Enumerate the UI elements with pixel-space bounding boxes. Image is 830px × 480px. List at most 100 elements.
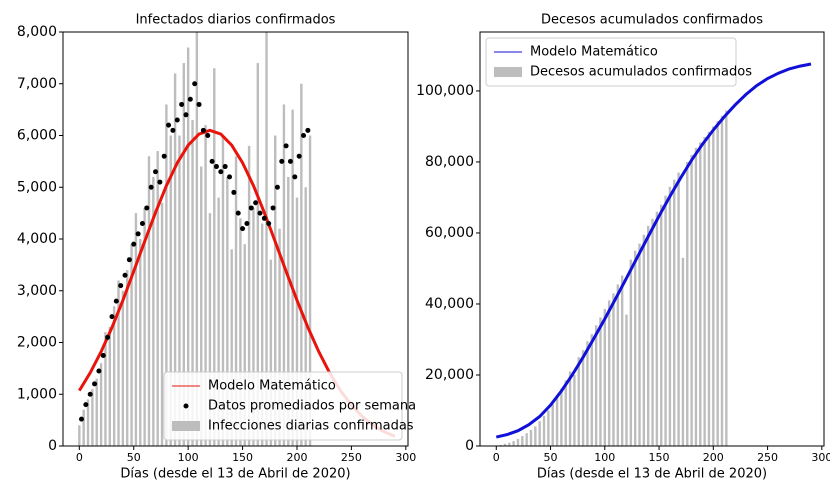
x-tick-label: 300 <box>395 451 416 464</box>
bar <box>300 83 303 446</box>
x-tick-label: 250 <box>757 451 778 464</box>
data-point <box>283 143 289 149</box>
bar <box>287 176 290 446</box>
bar <box>304 187 307 446</box>
bar <box>112 306 116 446</box>
bar <box>265 32 268 446</box>
x-tick-label: 100 <box>178 451 199 464</box>
data-point <box>92 381 98 387</box>
x-tick-label: 150 <box>649 451 670 464</box>
bar <box>274 135 277 446</box>
bar <box>508 442 511 446</box>
bar <box>673 179 676 447</box>
bar <box>707 131 711 447</box>
bar <box>260 223 264 446</box>
bar <box>139 239 142 446</box>
bar <box>147 156 151 446</box>
y-tick-label: 100,000 <box>416 83 474 99</box>
data-point <box>240 226 246 232</box>
y-tick-label: 0 <box>465 438 474 454</box>
bar <box>560 388 563 446</box>
bar <box>160 202 164 446</box>
bar <box>512 441 515 446</box>
x-tick-label: 50 <box>544 451 558 464</box>
data-point <box>122 272 128 278</box>
bar <box>521 436 524 446</box>
bar <box>82 409 85 446</box>
bar <box>664 195 667 446</box>
y-tick-label: 80,000 <box>425 154 474 170</box>
bar <box>291 109 294 446</box>
x-tick-label: 200 <box>703 451 724 464</box>
data-point <box>196 101 202 107</box>
legend-dot <box>183 403 189 409</box>
x-axis-label: Días (desde el 13 de Abril de 2020) <box>537 467 767 480</box>
data-point <box>135 231 141 237</box>
y-tick-label: 4,000 <box>17 231 57 247</box>
bar <box>690 154 693 446</box>
x-tick-label: 50 <box>127 451 141 464</box>
x-tick-label: 250 <box>341 451 362 464</box>
bar <box>534 426 537 446</box>
bar <box>95 378 98 446</box>
bar <box>243 244 246 446</box>
bar <box>104 332 107 446</box>
bar <box>625 314 628 446</box>
bar <box>121 290 125 446</box>
data-point <box>174 117 180 123</box>
y-tick-label: 60,000 <box>425 225 474 241</box>
bar <box>499 444 502 446</box>
bar <box>91 389 94 446</box>
bar <box>256 63 260 447</box>
bar <box>503 443 507 446</box>
x-tick-label: 100 <box>594 451 615 464</box>
data-point <box>100 352 106 358</box>
bar <box>213 68 216 446</box>
bar <box>538 421 541 446</box>
y-tick-label: 2,000 <box>17 335 57 351</box>
bar <box>599 317 602 446</box>
data-point <box>270 205 276 211</box>
data-point <box>257 210 263 216</box>
bar <box>568 371 572 446</box>
x-tick-label: 150 <box>232 451 253 464</box>
chart-title: Decesos acumulados confirmados <box>541 13 763 28</box>
bar <box>699 142 702 446</box>
bar <box>126 270 129 446</box>
bar <box>230 249 233 446</box>
bar <box>86 399 90 446</box>
y-tick-label: 8,000 <box>17 24 57 40</box>
data-point <box>296 153 302 159</box>
data-point <box>166 122 172 128</box>
bar <box>221 135 225 446</box>
bar <box>152 176 155 446</box>
bar <box>169 135 172 446</box>
data-point <box>170 127 176 133</box>
bar <box>564 380 567 446</box>
bar <box>252 207 255 446</box>
data-point <box>109 314 115 320</box>
bar <box>516 438 520 446</box>
bar <box>638 243 641 446</box>
legend-label: Modelo Matemático <box>530 45 658 60</box>
bar <box>525 433 528 446</box>
data-point <box>161 153 167 159</box>
bar <box>182 63 186 447</box>
y-tick-label: 5,000 <box>17 179 57 195</box>
data-point <box>227 174 233 180</box>
bar <box>99 363 103 446</box>
data-point <box>183 112 189 118</box>
data-point <box>126 257 132 263</box>
bar <box>716 121 719 447</box>
data-point <box>79 416 85 422</box>
bar <box>720 115 724 447</box>
bar <box>607 300 611 446</box>
bar <box>204 125 207 447</box>
bar <box>603 308 606 446</box>
data-point <box>235 210 241 216</box>
data-point <box>261 215 267 221</box>
y-tick-label: 1,000 <box>17 386 57 402</box>
bar <box>234 156 238 446</box>
bar <box>620 275 624 446</box>
bar <box>108 326 111 446</box>
